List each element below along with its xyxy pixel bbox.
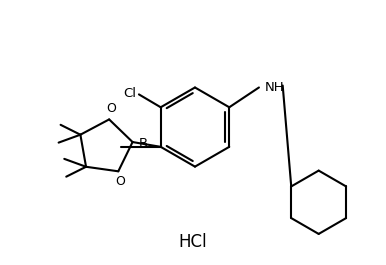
Text: HCl: HCl xyxy=(179,233,207,251)
Text: Cl: Cl xyxy=(124,87,137,100)
Text: O: O xyxy=(106,103,116,116)
Text: B: B xyxy=(139,136,147,149)
Text: O: O xyxy=(115,175,125,188)
Text: NH: NH xyxy=(265,81,284,94)
